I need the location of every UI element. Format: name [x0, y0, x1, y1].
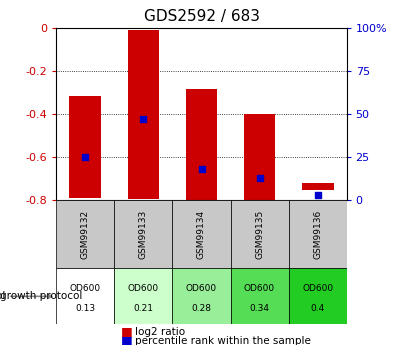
Point [198, 166, 205, 172]
Point [82, 154, 89, 160]
Bar [172, 200, 231, 268]
Bar [301, 183, 334, 190]
Text: growth protocol: growth protocol [0, 292, 52, 301]
Point [140, 116, 147, 122]
Bar [172, 268, 231, 324]
Text: OD600: OD600 [302, 284, 333, 293]
Bar [289, 200, 347, 268]
Text: GSM99134: GSM99134 [197, 210, 206, 259]
Title: GDS2592 / 683: GDS2592 / 683 [143, 9, 260, 24]
Text: 0.28: 0.28 [191, 304, 212, 313]
Text: GSM99132: GSM99132 [81, 210, 90, 259]
Point [314, 192, 321, 198]
Bar [231, 200, 289, 268]
Bar [56, 268, 114, 324]
Text: OD600: OD600 [70, 284, 101, 293]
Text: percentile rank within the sample: percentile rank within the sample [135, 336, 311, 345]
Text: growth protocol: growth protocol [0, 292, 82, 301]
Text: GSM99135: GSM99135 [255, 210, 264, 259]
Text: OD600: OD600 [244, 284, 275, 293]
Bar [114, 268, 172, 324]
Text: ■: ■ [121, 334, 133, 345]
Bar [243, 114, 276, 204]
Text: OD600: OD600 [186, 284, 217, 293]
Text: log2 ratio: log2 ratio [135, 327, 185, 337]
Bar [231, 268, 289, 324]
Text: GSM99133: GSM99133 [139, 210, 148, 259]
Text: ■: ■ [121, 325, 133, 338]
Text: 0.21: 0.21 [133, 304, 154, 313]
Bar [69, 96, 102, 198]
Text: 0.4: 0.4 [310, 304, 325, 313]
Bar [185, 89, 218, 204]
Bar [56, 200, 114, 268]
Bar [289, 268, 347, 324]
Bar [114, 200, 172, 268]
Text: OD600: OD600 [128, 284, 159, 293]
Text: GSM99136: GSM99136 [313, 210, 322, 259]
Text: 0.34: 0.34 [249, 304, 270, 313]
Text: 0.13: 0.13 [75, 304, 96, 313]
Bar [127, 30, 160, 199]
Point [256, 175, 263, 180]
